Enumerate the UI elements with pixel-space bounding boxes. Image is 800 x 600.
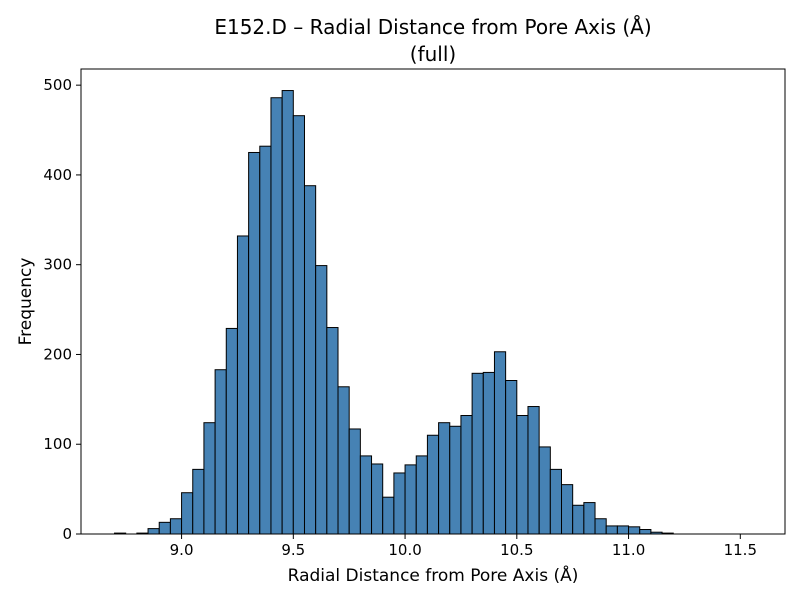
histogram-bar [192,468,205,535]
histogram-bar [516,415,529,535]
histogram-bar [315,265,328,535]
x-tick-label: 10.0 [388,541,421,559]
histogram-bar [303,185,317,535]
histogram-bar [169,518,183,535]
histogram-bar [561,484,574,535]
histogram-bar [259,145,272,535]
histogram-bar [594,518,607,535]
histogram-bar [270,97,283,535]
histogram-bar [337,386,350,535]
histogram-bar [393,472,406,535]
chart-title: E152.D – Radial Distance from Pore Axis … [214,15,651,39]
x-tick-label: 9.5 [281,541,305,559]
y-tick-label: 500 [43,76,72,94]
y-axis-label: Frequency [16,258,36,346]
histogram-bar [616,525,630,535]
histogram-bar [639,529,652,535]
x-tick-label: 11.5 [724,541,757,559]
histogram-bar [225,327,238,535]
histogram-bar [326,327,339,535]
histogram-bar [505,380,518,535]
y-axis-ticks: 0 100 200 300 400 500 [43,76,81,543]
bars-group [114,90,674,535]
histogram-bar [248,151,261,535]
histogram-bar [404,464,417,535]
histogram-bar [460,415,473,535]
histogram-bar [281,90,294,535]
y-tick-label: 0 [62,525,72,543]
histogram-bar [471,372,484,535]
histogram-bar [527,406,540,535]
x-tick-label: 9.0 [170,541,194,559]
histogram-bar [181,492,194,535]
histogram-bar [538,446,551,535]
histogram-bar [415,455,428,535]
chart-subtitle: (full) [410,42,456,66]
x-tick-label: 11.0 [612,541,645,559]
histogram-bar [605,525,618,535]
histogram-bar [348,428,361,535]
x-axis-label: Radial Distance from Pore Axis (Å) [288,564,579,586]
y-tick-label: 300 [43,256,72,274]
histogram-bar [426,434,440,535]
y-tick-label: 200 [43,345,72,363]
histogram-bar [482,371,495,535]
x-axis-ticks: 9.0 9.5 10.0 10.5 11.0 11.5 [170,534,757,559]
histogram-bar [292,115,305,535]
histogram-bar [359,455,373,535]
histogram-bar [382,496,395,535]
histogram-bar [493,351,507,535]
histogram-bar [147,528,160,535]
x-tick-label: 10.5 [500,541,533,559]
histogram-bar [628,526,641,535]
histogram-bar [236,235,250,535]
histogram-bar [203,422,216,535]
histogram-bar [158,521,171,535]
histogram-bar [449,425,462,535]
y-tick-label: 100 [43,435,72,453]
histogram-bar [583,502,596,535]
histogram-bar [214,369,227,535]
histogram-bar [438,422,451,535]
plot-frame [80,68,786,535]
histogram-bar [572,504,585,535]
y-tick-label: 400 [43,166,72,184]
histogram-bar [549,468,563,535]
histogram-bar [371,463,384,535]
